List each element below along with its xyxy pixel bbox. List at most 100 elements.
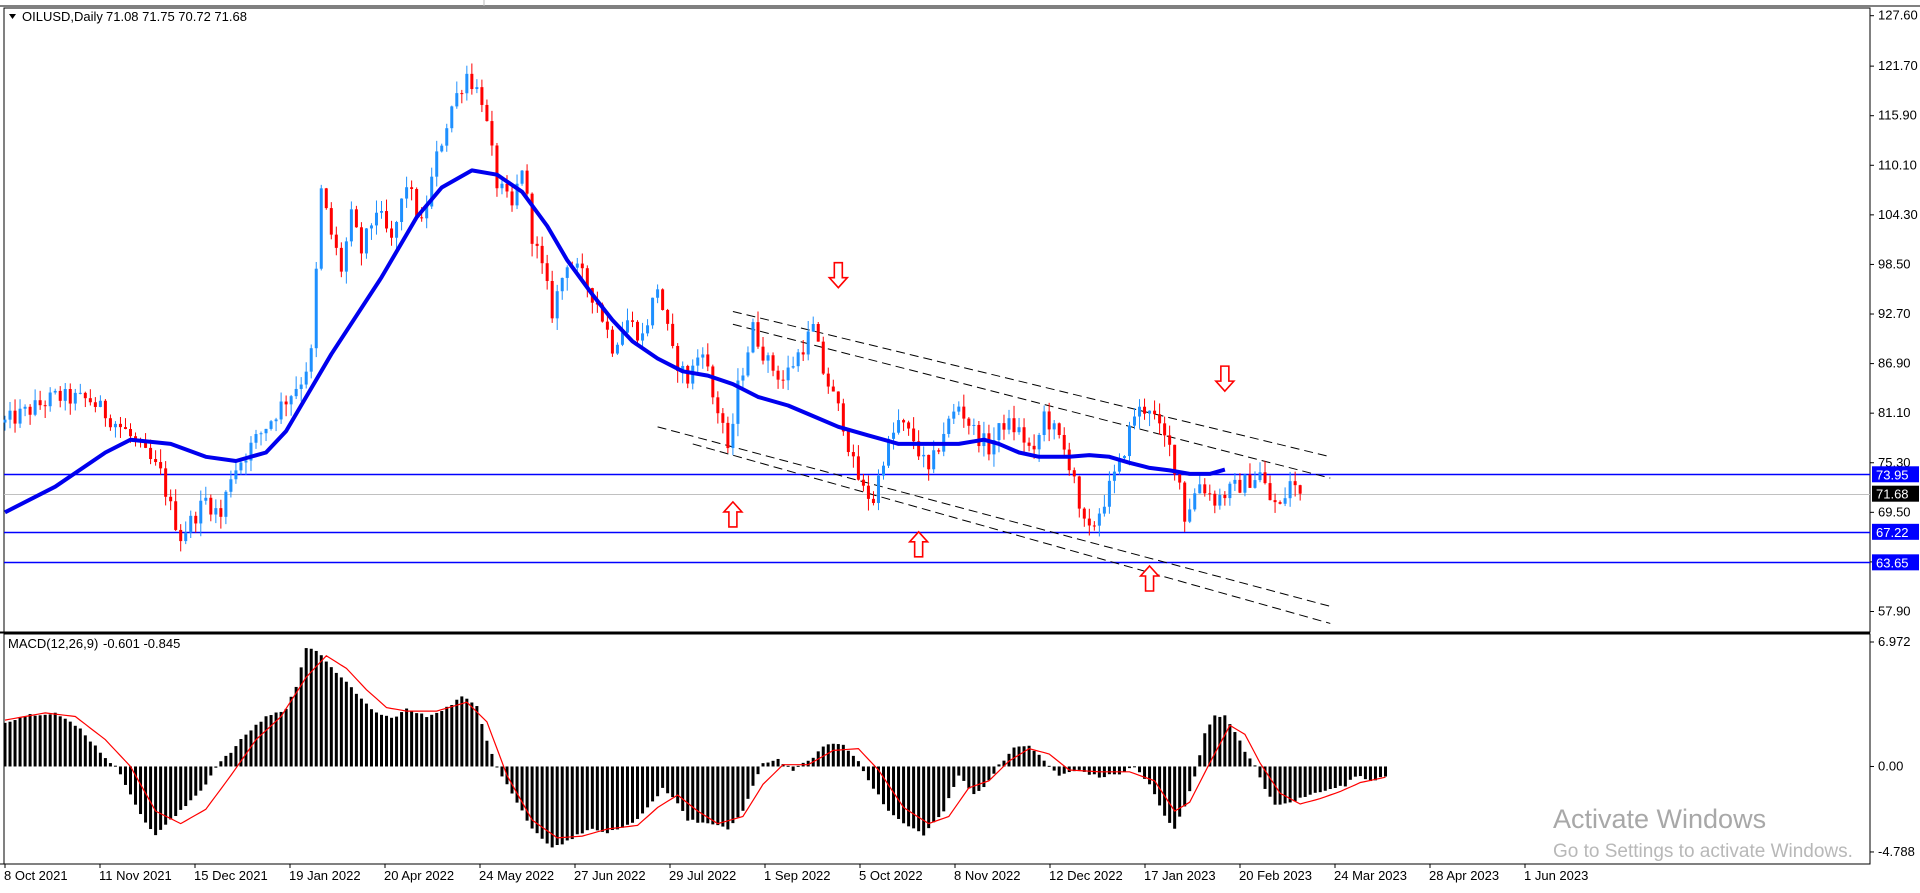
macd-histogram-bar xyxy=(736,766,740,818)
macd-histogram-bar xyxy=(1384,766,1387,777)
candle xyxy=(545,263,549,282)
candle xyxy=(992,440,996,455)
candle xyxy=(726,422,730,449)
macd-histogram-bar xyxy=(876,766,880,795)
macd-histogram-bar xyxy=(716,766,720,826)
price-tick-label: 110.10 xyxy=(1878,157,1917,172)
macd-histogram-bar xyxy=(490,753,494,767)
arrow-shape xyxy=(1214,365,1236,393)
candle xyxy=(68,389,72,404)
price-tick-label: 69.50 xyxy=(1878,504,1911,519)
candle xyxy=(912,428,916,442)
macd-histogram-bar xyxy=(189,766,193,801)
candle xyxy=(826,373,830,387)
macd-histogram-bar xyxy=(1298,766,1302,798)
macd-histogram-bar xyxy=(329,667,333,767)
candle xyxy=(184,532,188,542)
candle xyxy=(902,420,906,423)
candle xyxy=(1273,500,1277,503)
candle xyxy=(831,386,835,392)
macd-histogram-bar xyxy=(595,766,599,831)
down-arrow-icon xyxy=(827,261,850,289)
candle xyxy=(400,198,404,222)
macd-histogram-bar xyxy=(1248,758,1252,767)
candle xyxy=(1107,480,1111,507)
candle xyxy=(1253,480,1257,488)
candle xyxy=(987,433,991,455)
candle xyxy=(179,529,183,542)
candle xyxy=(565,267,569,278)
time-tick-label: 24 May 2022 xyxy=(479,868,554,883)
macd-histogram-bar xyxy=(1368,766,1372,782)
macd-histogram-bar xyxy=(1243,751,1247,767)
macd-histogram-bar xyxy=(1373,766,1377,781)
candle xyxy=(846,431,850,453)
price-tick-label: 127.60 xyxy=(1878,8,1918,23)
macd-signal-line xyxy=(4,655,1386,839)
macd-histogram-bar xyxy=(846,750,850,767)
candle xyxy=(1148,410,1152,414)
candle xyxy=(505,183,509,192)
candle xyxy=(1238,479,1242,493)
candle xyxy=(736,380,740,424)
candle xyxy=(1228,483,1232,499)
macd-histogram-bar xyxy=(771,760,775,767)
macd-histogram-bar xyxy=(1062,766,1066,774)
macd-histogram-bar xyxy=(796,765,800,767)
candle xyxy=(525,170,529,194)
macd-histogram-bar xyxy=(1007,753,1011,767)
price-tick-label: 81.10 xyxy=(1878,405,1911,420)
macd-histogram-bar xyxy=(1138,766,1142,773)
candle xyxy=(289,396,293,405)
macd-histogram-bar xyxy=(856,761,860,767)
macd-histogram-bar xyxy=(942,766,946,812)
candle xyxy=(1203,484,1207,494)
level-label-box xyxy=(1872,466,1919,483)
candle xyxy=(1248,474,1252,488)
candle xyxy=(88,398,92,403)
macd-histogram-bar xyxy=(495,766,499,768)
candle xyxy=(1173,444,1177,475)
macd-histogram-bar xyxy=(88,741,92,767)
candle xyxy=(48,392,52,407)
macd-histogram-bar xyxy=(1092,766,1096,775)
candle xyxy=(18,408,22,424)
candle xyxy=(620,332,624,345)
macd-histogram-bar xyxy=(229,752,233,767)
candle xyxy=(1092,525,1096,527)
macd-tick-label: 6.972 xyxy=(1878,634,1911,649)
candle xyxy=(1042,411,1046,435)
candle xyxy=(540,245,544,264)
macd-histogram-bar xyxy=(661,766,665,788)
candle xyxy=(490,121,494,146)
price-tick-label: 92.70 xyxy=(1878,306,1911,321)
candle xyxy=(716,397,720,414)
macd-histogram-bar xyxy=(932,766,936,823)
price-tick-label: 121.70 xyxy=(1878,58,1918,73)
macd-histogram-bar xyxy=(836,744,840,767)
macd-histogram-bar xyxy=(259,721,263,767)
macd-histogram-bar xyxy=(696,766,700,823)
candle xyxy=(189,515,193,533)
macd-histogram-bar xyxy=(435,712,439,767)
macd-histogram-bar xyxy=(13,720,17,767)
macd-histogram-bar xyxy=(294,686,298,767)
macd-histogram-bar xyxy=(1178,766,1182,817)
triangle-down-icon[interactable] xyxy=(9,14,16,19)
candle xyxy=(334,234,338,248)
candle xyxy=(1138,406,1142,417)
candle xyxy=(671,323,675,346)
price-tick-label: 98.50 xyxy=(1878,256,1911,271)
macd-histogram-bar xyxy=(33,715,37,767)
candle xyxy=(1122,456,1126,459)
candle xyxy=(339,247,343,272)
symbol-header[interactable]: OILUSD,Daily 71.08 71.75 70.72 71.68 xyxy=(9,9,247,24)
ohlc-values: 71.08 71.75 70.72 71.68 xyxy=(106,9,247,24)
macd-tick-label: -4.788 xyxy=(1878,844,1915,859)
time-tick-label: 11 Nov 2021 xyxy=(99,868,172,883)
macd-histogram-bar xyxy=(349,687,353,767)
candle xyxy=(781,379,785,381)
candle xyxy=(882,465,885,476)
macd-histogram-bar xyxy=(902,766,906,824)
